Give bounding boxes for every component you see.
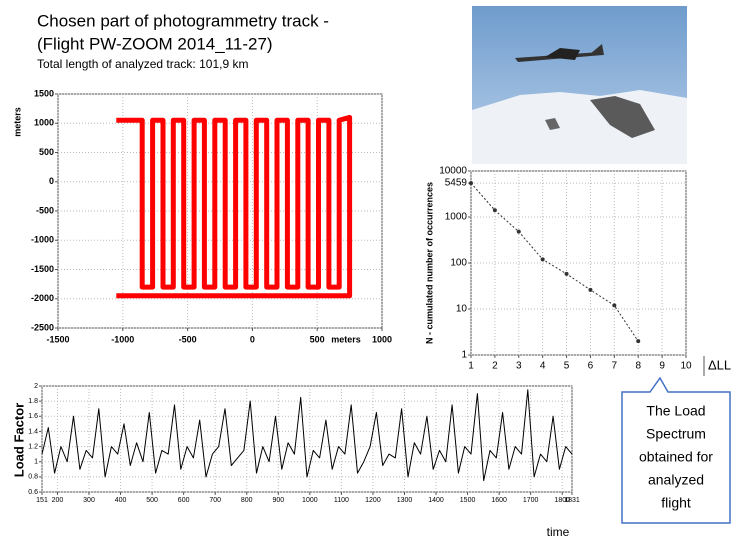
y-tick-label: 1.2 (28, 443, 38, 450)
x-tick-label: -1000 (111, 334, 134, 344)
x-tick-label: 7 (612, 361, 618, 372)
callout: The Load Spectrum obtained for analyzed … (621, 376, 731, 524)
x-tick-label: 1300 (397, 497, 413, 504)
x-tick-label: 300 (83, 497, 95, 504)
y-axis-label: meters (12, 107, 22, 137)
y-tick-label: 0 (49, 176, 54, 186)
y-tick-label: -1500 (31, 264, 54, 274)
x-tick-label: 1000 (302, 497, 318, 504)
title-line: (Flight PW-ZOOM 2014_11-27) (37, 34, 273, 53)
point (469, 181, 473, 186)
x-tick-label: 8 (635, 361, 641, 372)
x-tick-label: 500 (146, 497, 158, 504)
x-tick-label: 400 (115, 497, 127, 504)
point (612, 303, 617, 308)
x-tick-label: 200 (52, 497, 64, 504)
x-tick-label: 600 (178, 497, 190, 504)
x-tick-label: 1100 (334, 497, 349, 504)
y-axis-label: N - cumulated number of occurrences (424, 182, 434, 344)
series-line (41, 389, 573, 482)
x-tick-label: -500 (179, 334, 197, 344)
x-tick-label: 1200 (365, 497, 381, 504)
y-tick-label: 100 (450, 258, 467, 269)
delta-label: ΔLL (708, 357, 731, 372)
x-tick-label: 1831 (564, 497, 580, 504)
x-tick-label: 1 (468, 361, 474, 372)
x-tick-label: 1800 (554, 497, 570, 504)
callout-line: flight (661, 495, 691, 511)
x-tick-label: 0 (250, 334, 255, 344)
y-tick-label: -1000 (31, 235, 54, 245)
x-tick-label: 1400 (428, 497, 444, 504)
callout-line: obtained for (639, 449, 713, 465)
callout-line: Spectrum (646, 426, 706, 442)
point (492, 208, 497, 213)
title-line: Chosen part of photogrammetry track - (37, 11, 329, 30)
photo (472, 6, 687, 164)
x-tick-label: 6 (588, 361, 594, 372)
callout-line: The Load (646, 403, 705, 419)
x-tick-label: 700 (209, 497, 221, 504)
x-tick-label: -1500 (46, 334, 69, 344)
x-tick-label: 1000 (372, 334, 392, 344)
y-tick-label: -500 (36, 205, 54, 215)
y-tick-label: 500 (39, 147, 54, 157)
y-tick-label: 1500 (34, 88, 54, 98)
point (636, 339, 641, 344)
x-tick-label: 1500 (460, 497, 476, 504)
subtitle: Total length of analyzed track: 101,9 km (37, 57, 248, 71)
y-tick-label: 1.4 (28, 428, 38, 435)
x-tick-label: 5 (564, 361, 570, 372)
callout-line: analyzed (648, 472, 704, 488)
y-tick-label: 1000 (445, 212, 468, 223)
y-tick-label: 0.8 (28, 474, 38, 481)
plot-frame (470, 170, 687, 356)
y-tick-label: -2000 (31, 293, 54, 303)
x-axis-label: meters (331, 334, 361, 344)
y-tick-label: 10000 (439, 166, 467, 177)
series-line (470, 182, 639, 342)
x-tick-label: 151 (36, 497, 48, 504)
y-tick-label: 1.6 (28, 413, 38, 420)
x-tick-label: 500 (310, 334, 325, 344)
x-tick-label: 9 (659, 361, 665, 372)
point (540, 257, 545, 262)
point (516, 229, 521, 234)
point (588, 287, 593, 292)
y-tick-label: 1 (34, 459, 38, 466)
y-tick-label: -2500 (31, 322, 54, 332)
y-tick-label: 10 (456, 304, 468, 315)
y-tick-label: 2 (34, 383, 38, 390)
y-tick-label: 1.8 (28, 398, 38, 405)
x-tick-label: 2 (492, 361, 498, 372)
point (564, 271, 569, 276)
x-tick-label: 10 (680, 361, 692, 372)
y-tick-label: 0.6 (28, 489, 38, 496)
y-axis-label: Load Factor (11, 403, 26, 477)
x-tick-label: 800 (241, 497, 253, 504)
x-tick-label: 1600 (491, 497, 507, 504)
y-tick-label: 1000 (34, 118, 54, 128)
series-line (116, 114, 353, 299)
y-tick-label: 1 (461, 350, 467, 361)
x-tick-label: 4 (540, 361, 546, 372)
y-tick-label: 5459 (445, 178, 468, 189)
x-tick-label: 3 (516, 361, 522, 372)
x-tick-label: 900 (272, 497, 284, 504)
x-axis-label: time (547, 525, 570, 539)
x-tick-label: 1700 (523, 497, 539, 504)
